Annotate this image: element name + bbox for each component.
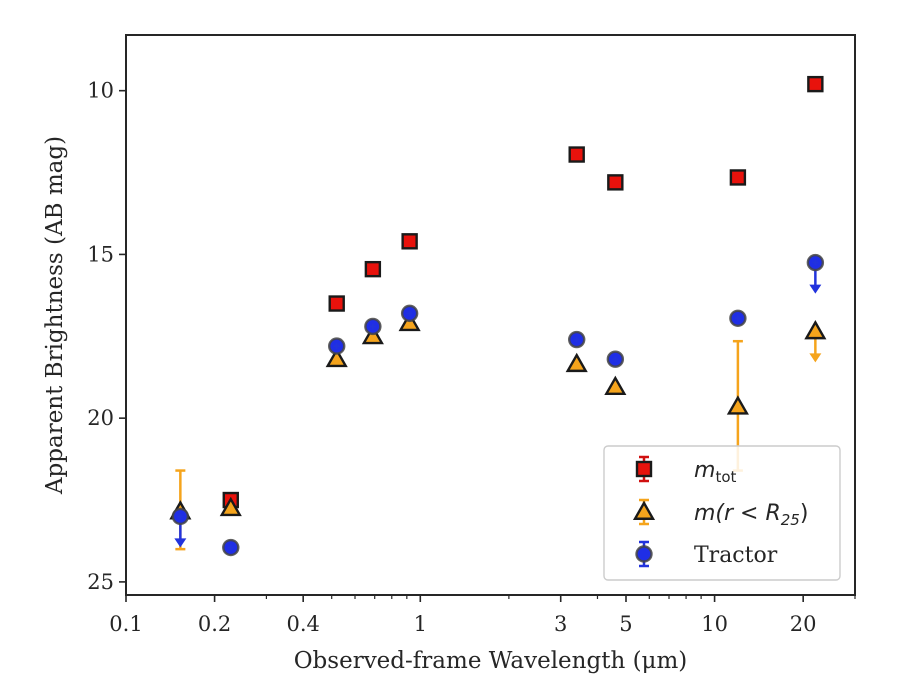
- data-point-triangle: [325, 347, 348, 368]
- data-point-square: [328, 295, 345, 312]
- legend-label: Tractor: [694, 543, 778, 568]
- y-axis-label: Apparent Brightness (AB mag): [42, 136, 68, 495]
- y-axis-ticks: 10 15 20 25: [87, 79, 126, 594]
- x-tick-label: 0.1: [109, 612, 142, 636]
- upper-limit-head: [174, 538, 187, 548]
- legend-label: mtot: [694, 458, 736, 486]
- data-point-triangle: [604, 375, 627, 395]
- x-tick-label: 1: [414, 612, 427, 636]
- data-point-square: [807, 75, 824, 93]
- upper-limit-head: [809, 284, 822, 294]
- data-point-triangle: [219, 496, 242, 517]
- y-tick-label: 15: [87, 242, 114, 266]
- x-tick-label: 3: [554, 612, 567, 636]
- plot-frame: [125, 34, 856, 596]
- data-point-triangle: [726, 395, 749, 415]
- data-point-square: [568, 146, 585, 163]
- legend-marker-circle: [635, 545, 653, 563]
- x-tick-label: 5: [619, 612, 632, 636]
- legend-box: [603, 445, 841, 581]
- plot-area: [125, 34, 856, 596]
- x-tick-label: 0.4: [286, 612, 319, 636]
- data-point-square: [401, 233, 418, 250]
- x-tick-label: 0.2: [198, 612, 231, 636]
- y-tick-label: 25: [87, 570, 114, 594]
- series-square: [222, 75, 824, 509]
- y-tick-label: 10: [87, 79, 114, 103]
- series-circle: [171, 253, 825, 557]
- legend-marker-square: [635, 460, 653, 478]
- legend-label: m(r < R25): [694, 501, 808, 529]
- x-axis-ticks: 0.1 0.2 0.4 1 3 5 10 20: [109, 595, 856, 636]
- data-point-square: [607, 174, 624, 191]
- x-tick-label: 10: [701, 612, 728, 636]
- x-axis-label: Observed-frame Wavelength (μm): [294, 648, 688, 674]
- legend-marker-triangle: [632, 500, 656, 520]
- data-point-square: [364, 260, 382, 278]
- upper-limit-head: [809, 353, 822, 363]
- x-tick-label: 20: [790, 612, 817, 636]
- y-tick-label: 20: [87, 406, 114, 430]
- data-point-triangle: [804, 319, 827, 340]
- data-point-square: [729, 169, 747, 186]
- data-point-triangle: [565, 352, 588, 373]
- legend: mtot m(r < R25) Tractor: [603, 445, 841, 581]
